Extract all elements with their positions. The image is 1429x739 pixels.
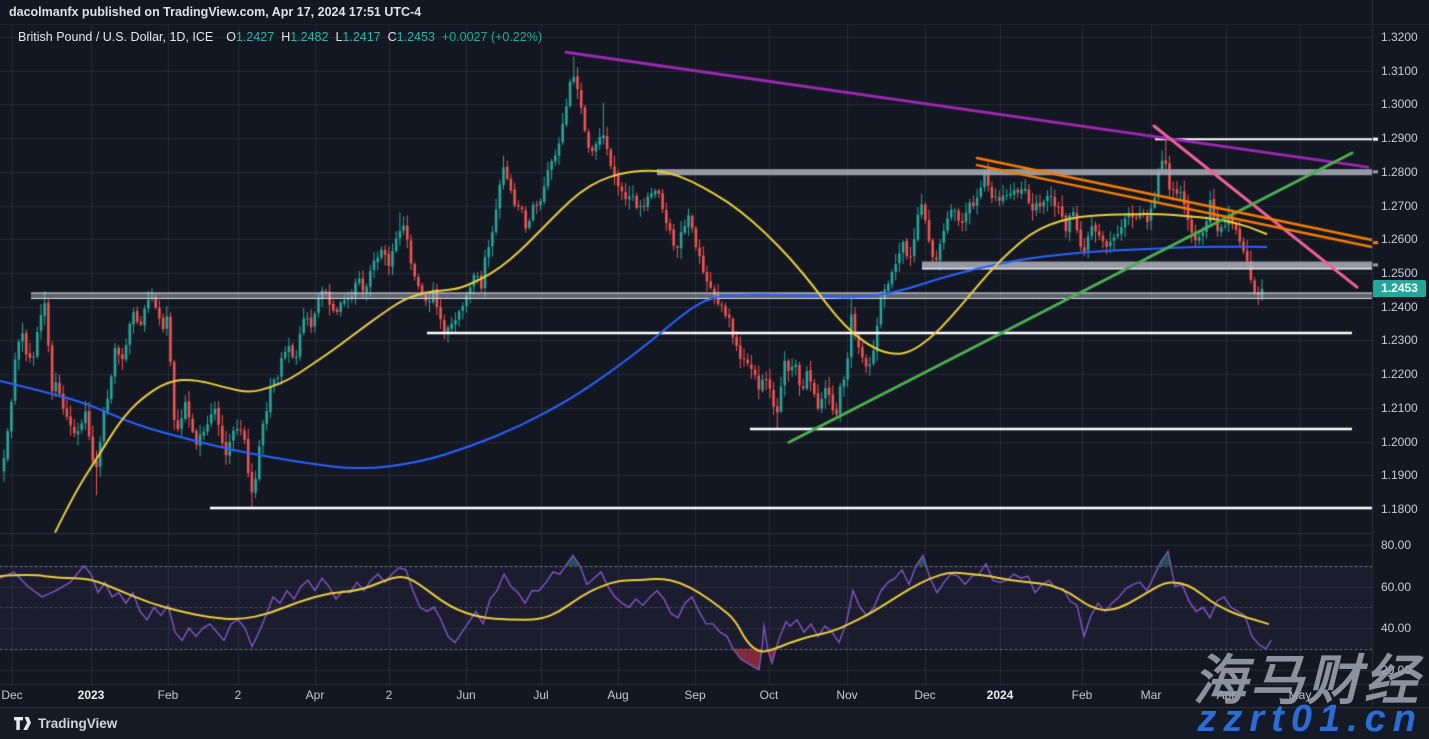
publisher-text: dacolmanfx published on TradingView.com,…: [9, 5, 422, 19]
last-price-label: 1.2453: [1373, 280, 1426, 298]
time-axis-label: Dec: [914, 688, 936, 702]
price-tick-label: 1.1900: [1381, 468, 1418, 483]
high-value: 1.2482: [290, 30, 329, 44]
time-axis-label: 2: [234, 688, 242, 702]
open-key: O: [226, 30, 236, 44]
time-axis-label: May: [1288, 688, 1312, 702]
low-key: L: [335, 30, 343, 44]
time-axis-label: 2023: [77, 688, 105, 702]
time-axis-label: Dec: [1, 688, 23, 702]
time-axis-label: Nov: [836, 688, 858, 702]
time-axis-label: Mar: [1140, 688, 1162, 702]
rsi-tick-label: 80.00: [1381, 538, 1412, 552]
close-key: C: [387, 30, 397, 44]
symbol-header[interactable]: British Pound / U.S. Dollar, 1D, ICE O1.2…: [18, 30, 542, 44]
price-tick-label: 1.2100: [1381, 400, 1418, 415]
watermark-url: zzrt01.cn: [1197, 698, 1423, 739]
low-value: 1.2417: [342, 30, 381, 44]
time-axis-label: Apr: [1216, 688, 1236, 702]
price-tick-label: 1.1800: [1381, 501, 1418, 516]
price-tick-label: 1.2500: [1381, 265, 1418, 280]
watermark-chinese: 海马财经: [1193, 651, 1421, 711]
price-tick-label: 1.2400: [1381, 299, 1418, 314]
rsi-tick-label: 60.00: [1381, 579, 1412, 594]
time-axis-label: Feb: [1071, 688, 1093, 702]
tradingview-logo-icon[interactable]: [14, 716, 31, 731]
tradingview-brand-text[interactable]: TradingView: [38, 716, 118, 731]
price-tick-label: 1.2900: [1381, 131, 1418, 146]
price-tick-label: 1.2800: [1381, 164, 1418, 179]
footer-bar: TradingView: [0, 707, 1429, 739]
time-axis-label: Aug: [607, 688, 629, 702]
price-tick-label: 1.3200: [1381, 30, 1418, 44]
time-axis-label: Sep: [684, 688, 706, 702]
time-axis-label: 2024: [986, 688, 1014, 702]
open-value: 1.2427: [235, 30, 275, 44]
close-value: 1.2453: [396, 30, 435, 44]
time-axis-label: Jul: [533, 688, 549, 702]
price-tick-label: 1.2200: [1381, 367, 1418, 382]
rsi-tick-label: 20.00: [1381, 662, 1412, 677]
time-axis-label: Feb: [157, 688, 179, 702]
price-tick-label: 1.2000: [1381, 434, 1418, 449]
symbol-title[interactable]: British Pound / U.S. Dollar, 1D, ICE: [18, 30, 214, 44]
price-tick-label: 1.3000: [1381, 97, 1418, 112]
time-axis-label: Jun: [456, 688, 476, 702]
change-value: +0.0027 (+0.22%): [441, 30, 542, 44]
time-axis-label: Apr: [305, 688, 325, 702]
price-tick-label: 1.2700: [1381, 198, 1418, 213]
price-tick-label: 1.2300: [1381, 333, 1418, 348]
price-tick-label: 1.3100: [1381, 63, 1418, 78]
publisher-bar: dacolmanfx published on TradingView.com,…: [0, 0, 1429, 25]
rsi-tick-label: 40.00: [1381, 621, 1412, 636]
time-axis-label: Oct: [759, 688, 779, 702]
price-tick-label: 1.2600: [1381, 232, 1418, 247]
high-key: H: [281, 30, 291, 44]
time-axis-label: 2: [385, 688, 393, 702]
